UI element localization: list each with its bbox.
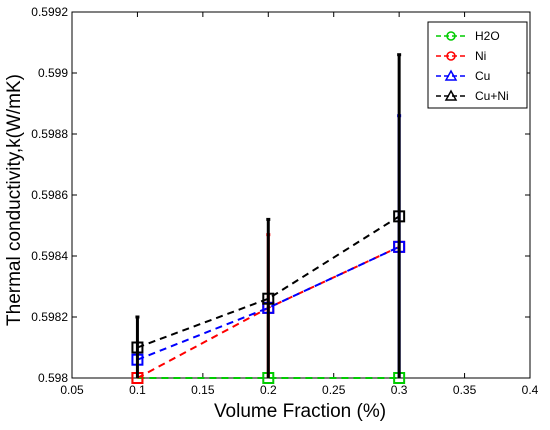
legend-triangle-marker bbox=[444, 89, 458, 101]
y-tick-label: 0.599 bbox=[38, 66, 68, 80]
x-tick-label: 0.35 bbox=[453, 383, 477, 397]
y-tick-label: 0.5986 bbox=[31, 188, 68, 202]
legend-circle-marker bbox=[446, 31, 456, 41]
y-tick-label: 0.5984 bbox=[31, 249, 68, 263]
x-tick-label: 0.4 bbox=[522, 383, 539, 397]
y-tick-label: 0.5992 bbox=[31, 5, 68, 19]
legend-label: Cu bbox=[475, 69, 490, 83]
y-tick-label: 0.5982 bbox=[31, 310, 68, 324]
y-tick-label: 0.598 bbox=[38, 371, 68, 385]
data-point bbox=[393, 210, 406, 223]
y-axis-label: Thermal conductivity,k(W/mK) bbox=[4, 74, 25, 326]
y-tick-label: 0.5988 bbox=[31, 127, 68, 141]
legend-item: Ni bbox=[436, 49, 486, 63]
legend-circle-marker bbox=[446, 51, 456, 61]
legend-triangle-marker bbox=[444, 69, 458, 81]
legend-item: Cu bbox=[436, 69, 490, 83]
data-point bbox=[262, 292, 275, 305]
x-tick-label: 0.3 bbox=[391, 383, 408, 397]
x-axis-label: Volume Fraction (%) bbox=[214, 401, 386, 422]
x-tick-label: 0.2 bbox=[260, 383, 277, 397]
x-tick-label: 0.15 bbox=[191, 383, 215, 397]
axis-ticks: 0.05 0.1 0.15 0.2 0.25 0.3 0.35 0.4 0.598 0.5982 0… bbox=[31, 5, 538, 397]
legend-label: Cu+Ni bbox=[475, 89, 509, 103]
data-point bbox=[131, 341, 144, 354]
x-tick-label: 0.1 bbox=[129, 383, 146, 397]
legend: H2O Ni Cu Cu+Ni bbox=[427, 21, 528, 109]
series-cu-ni bbox=[131, 53, 406, 378]
series-layer bbox=[131, 53, 406, 384]
legend-item: H2O bbox=[436, 29, 500, 43]
legend-label: H2O bbox=[475, 29, 500, 43]
x-tick-label: 0.25 bbox=[322, 383, 346, 397]
legend-item: Cu+Ni bbox=[436, 89, 509, 103]
legend-label: Ni bbox=[475, 49, 486, 63]
x-tick-label: 0.05 bbox=[60, 383, 84, 397]
series-line bbox=[137, 215, 400, 349]
